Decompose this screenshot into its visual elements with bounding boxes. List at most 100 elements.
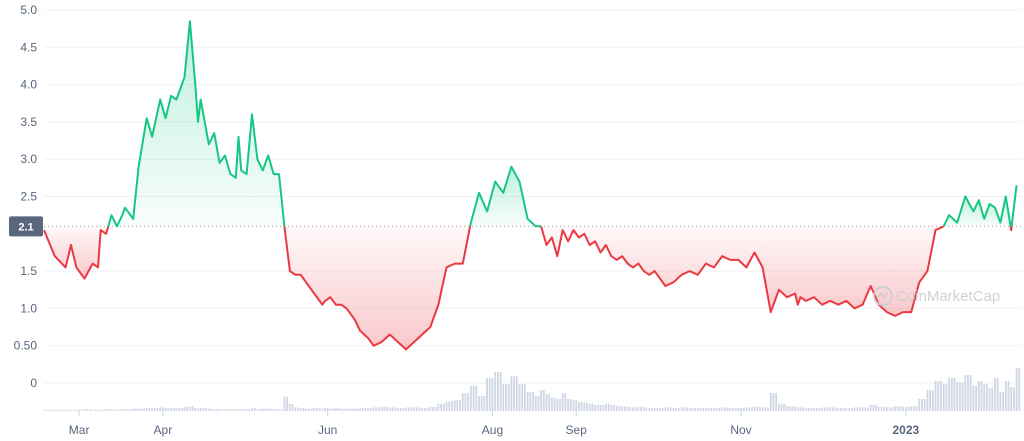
volume-bar bbox=[140, 408, 143, 411]
volume-bar bbox=[753, 406, 756, 411]
volume-bar bbox=[175, 408, 178, 411]
volume-bar bbox=[659, 408, 661, 411]
volume-bar bbox=[534, 396, 537, 411]
volume-bar bbox=[483, 396, 486, 411]
volume-bar bbox=[829, 407, 832, 411]
volume-bar bbox=[715, 408, 718, 411]
y-tick-label: 4.0 bbox=[20, 78, 37, 92]
volume-bar bbox=[72, 409, 75, 411]
volume-bar bbox=[507, 384, 510, 411]
x-tick-label: 2023 bbox=[892, 423, 919, 437]
volume-bar bbox=[896, 406, 899, 411]
volume-bar bbox=[202, 408, 205, 411]
volume-bar bbox=[702, 408, 705, 411]
volume-bar bbox=[859, 407, 861, 411]
volume-bar bbox=[780, 403, 783, 411]
volume-bar bbox=[707, 408, 710, 411]
volume-bar bbox=[732, 408, 734, 411]
volume-bar bbox=[553, 397, 556, 411]
volume-bar bbox=[591, 403, 594, 411]
volume-bar bbox=[634, 407, 637, 411]
volume-bar bbox=[167, 408, 170, 411]
watermark-text: CoinMarketCap bbox=[896, 288, 1000, 305]
volume-bar bbox=[972, 385, 975, 411]
volume-bar bbox=[705, 408, 707, 411]
volume-bar bbox=[777, 403, 780, 411]
volume-bar bbox=[756, 406, 759, 411]
volume-bar bbox=[640, 406, 642, 411]
volume-bar bbox=[318, 408, 321, 411]
volume-bar bbox=[1004, 381, 1007, 411]
volume-bar bbox=[804, 408, 807, 411]
volume-bar bbox=[961, 382, 964, 411]
price-line-down bbox=[43, 226, 110, 280]
volume-bar bbox=[853, 407, 856, 411]
volume-bar bbox=[572, 400, 575, 411]
volume-bar bbox=[1018, 367, 1021, 411]
volume-bar bbox=[178, 408, 180, 411]
volume-bar bbox=[599, 405, 602, 411]
volume-bar bbox=[578, 402, 580, 411]
volume-bar bbox=[764, 407, 767, 411]
volume-bar bbox=[1002, 391, 1004, 411]
volume-bar bbox=[188, 406, 191, 411]
volume-bar bbox=[864, 407, 867, 411]
volume-bar bbox=[297, 407, 299, 411]
y-tick-label: 4.5 bbox=[20, 40, 37, 54]
volume-bar bbox=[43, 409, 45, 411]
volume-bar bbox=[510, 376, 513, 411]
volume-bar bbox=[145, 408, 148, 411]
volume-bar bbox=[378, 407, 380, 411]
volume-bar bbox=[126, 409, 129, 411]
volume-bar bbox=[80, 409, 83, 411]
volume-bar bbox=[505, 384, 507, 411]
volume-bar bbox=[626, 406, 629, 411]
volume-bar bbox=[791, 406, 794, 411]
volume-bar bbox=[934, 381, 937, 411]
volume-bar bbox=[667, 407, 669, 411]
volume-bar bbox=[613, 405, 615, 411]
volume-bar bbox=[410, 407, 413, 411]
volume-bar bbox=[688, 408, 691, 411]
volume-bar bbox=[361, 408, 364, 411]
volume-bar bbox=[521, 384, 524, 411]
volume-bar bbox=[405, 407, 407, 411]
volume-bar bbox=[375, 407, 378, 411]
volume-bar bbox=[324, 408, 326, 411]
volume-bar bbox=[894, 406, 896, 411]
volume-bar bbox=[742, 408, 745, 411]
volume-bar bbox=[251, 408, 253, 411]
volume-bar bbox=[840, 408, 842, 411]
volume-bar bbox=[880, 406, 883, 411]
volume-bar bbox=[407, 407, 410, 411]
volume-bar bbox=[872, 405, 875, 411]
volume-bar bbox=[586, 402, 588, 411]
volume-bar bbox=[710, 408, 713, 411]
volume-bar bbox=[89, 409, 91, 411]
volume-bar bbox=[907, 406, 910, 411]
volume-bar bbox=[75, 409, 78, 411]
volume-bar bbox=[926, 390, 929, 411]
volume-bar bbox=[213, 409, 216, 411]
area-above-baseline bbox=[108, 21, 285, 227]
volume-bar bbox=[83, 409, 86, 411]
volume-bar bbox=[191, 406, 194, 411]
volume-bar bbox=[618, 406, 621, 411]
volume-bar bbox=[580, 402, 583, 411]
volume-bar bbox=[748, 407, 751, 411]
volume-bar bbox=[694, 408, 696, 411]
volume-bar bbox=[383, 406, 386, 411]
price-areas bbox=[44, 21, 1017, 350]
volume-bar bbox=[56, 409, 59, 411]
volume-bar bbox=[248, 409, 251, 411]
volume-bar bbox=[434, 406, 437, 411]
volume-bar bbox=[529, 391, 532, 411]
volume-bar bbox=[561, 393, 564, 411]
volume-bar bbox=[891, 407, 894, 411]
volume-bar bbox=[499, 372, 502, 411]
volume-bar bbox=[62, 409, 64, 411]
volume-bar bbox=[402, 408, 405, 411]
volume-bar bbox=[459, 400, 461, 411]
volume-bar bbox=[629, 406, 632, 411]
volume-bar bbox=[494, 372, 497, 411]
